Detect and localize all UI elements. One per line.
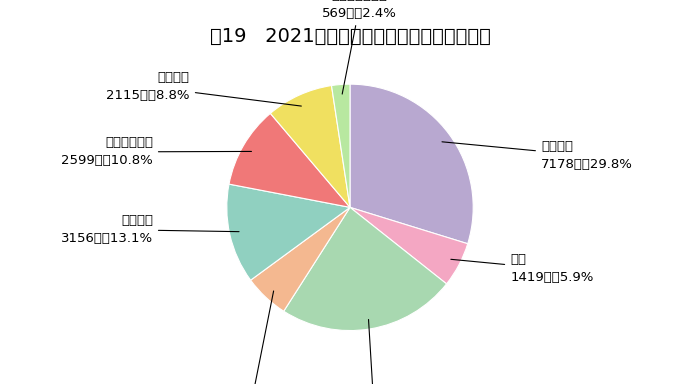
Text: 其他用品及服务
569元，2.4%: 其他用品及服务 569元，2.4% bbox=[323, 0, 398, 94]
Text: 食品烟酒
7178元，29.8%: 食品烟酒 7178元，29.8% bbox=[442, 140, 633, 171]
Text: 图19   2021年全国居民人均消费支出及其构成: 图19 2021年全国居民人均消费支出及其构成 bbox=[209, 27, 491, 46]
Wedge shape bbox=[270, 86, 350, 207]
Wedge shape bbox=[251, 207, 350, 311]
Text: 教育文化娱乐
2599元，10.8%: 教育文化娱乐 2599元，10.8% bbox=[61, 136, 251, 167]
Wedge shape bbox=[229, 113, 350, 207]
Wedge shape bbox=[350, 84, 473, 244]
Wedge shape bbox=[350, 207, 468, 284]
Wedge shape bbox=[284, 207, 447, 331]
Text: 生活用品及服务
1423元，5.9%: 生活用品及服务 1423元，5.9% bbox=[207, 291, 291, 384]
Wedge shape bbox=[227, 184, 350, 280]
Wedge shape bbox=[332, 84, 350, 207]
Text: 居住
5641元，23.4%: 居住 5641元，23.4% bbox=[329, 319, 421, 384]
Text: 交通通信
3156元，13.1%: 交通通信 3156元，13.1% bbox=[61, 214, 239, 245]
Text: 医疗保健
2115元，8.8%: 医疗保健 2115元，8.8% bbox=[106, 71, 301, 106]
Text: 衣着
1419元，5.9%: 衣着 1419元，5.9% bbox=[451, 253, 594, 285]
